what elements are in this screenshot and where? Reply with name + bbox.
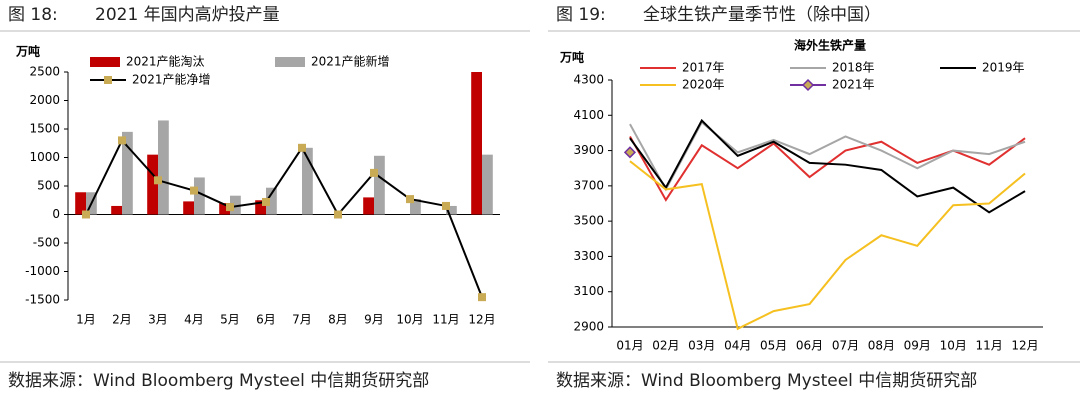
chart-subtitle: 海外生铁产量 (794, 38, 866, 53)
x-tick-label: 03月 (688, 339, 715, 353)
x-tick-label: 09月 (904, 339, 931, 353)
point-marker (406, 195, 414, 204)
y-tick-label: 500 (37, 179, 60, 193)
y-tick-label: 3900 (573, 143, 604, 157)
bar (122, 131, 133, 215)
point-marker (334, 210, 342, 219)
x-tick-label: 01月 (616, 339, 643, 353)
x-tick-label: 12月 (1011, 339, 1038, 353)
y-tick-label: 2900 (573, 320, 604, 334)
bar (410, 199, 421, 215)
chart-title: 全球生铁产量季节性（除中国） (643, 5, 881, 25)
bar (219, 203, 230, 215)
point-marker (442, 201, 450, 210)
figure-number: 图 19: (556, 5, 606, 25)
y-tick-label: 1500 (29, 122, 60, 136)
legend-label: 2021产能淘汰 (126, 55, 205, 69)
y-tick-label: -1000 (25, 264, 60, 278)
x-tick-label: 10月 (396, 313, 423, 327)
bar (302, 147, 313, 215)
x-tick-label: 8月 (328, 313, 348, 327)
y-tick-label: 4100 (573, 108, 604, 122)
y-axis-label: 万吨 (559, 50, 584, 65)
legend-label: 2021年 (832, 78, 875, 92)
point-marker (226, 203, 234, 212)
figure-number: 图 18: (8, 5, 58, 25)
bar (194, 177, 205, 215)
bar (471, 72, 482, 215)
x-tick-label: 06月 (796, 339, 823, 353)
x-tick-label: 11月 (432, 313, 459, 327)
y-tick-label: 2000 (29, 93, 60, 107)
bar (158, 120, 169, 215)
series-line (85, 138, 483, 298)
point-marker (370, 168, 378, 177)
x-tick-label: 08月 (868, 339, 895, 353)
series-line (629, 160, 1026, 331)
bar (147, 154, 158, 215)
y-tick-label: -1500 (25, 293, 60, 307)
x-tick-label: 11月 (975, 339, 1002, 353)
y-axis-label: 万吨 (15, 44, 40, 59)
point-marker (154, 176, 162, 185)
x-tick-label: 04月 (724, 339, 751, 353)
x-tick-label: 02月 (652, 339, 679, 353)
y-tick-label: 4300 (573, 73, 604, 87)
legend-label: 2020年 (682, 78, 725, 92)
x-tick-label: 5月 (220, 313, 240, 327)
legend-swatch (275, 57, 305, 67)
x-tick-label: 2月 (112, 313, 132, 327)
x-tick-label: 12月 (468, 313, 495, 327)
y-tick-label: 3700 (573, 178, 604, 192)
y-tick-label: 3300 (573, 249, 604, 263)
point-marker (118, 136, 126, 145)
y-tick-label: 3500 (573, 214, 604, 228)
point-marker (262, 197, 270, 206)
bar (446, 205, 457, 215)
x-tick-label: 10月 (940, 339, 967, 353)
source-note: 数据来源：Wind Bloomberg Mysteel 中信期货研究部 (8, 371, 429, 391)
point-marker (478, 293, 486, 302)
y-tick-label: -500 (33, 236, 60, 250)
legend-label: 2021产能净增 (132, 73, 211, 87)
y-tick-label: 2500 (29, 65, 60, 79)
point-marker (82, 210, 90, 219)
legend-label: 2019年 (982, 61, 1025, 75)
y-tick-label: 1000 (29, 150, 60, 164)
x-tick-label: 1月 (76, 313, 96, 327)
bar (183, 201, 194, 215)
y-tick-label: 0 (52, 207, 60, 221)
legend-marker (104, 76, 112, 84)
point-marker (298, 143, 306, 152)
x-tick-label: 6月 (256, 313, 276, 327)
source-note: 数据来源：Wind Bloomberg Mysteel 中信期货研究部 (556, 371, 977, 391)
x-tick-label: 05月 (760, 339, 787, 353)
x-tick-label: 9月 (364, 313, 384, 327)
legend-label: 2021产能新增 (311, 54, 390, 69)
x-tick-label: 3月 (148, 313, 168, 327)
point-marker (190, 186, 198, 195)
bar (230, 195, 241, 215)
bar (111, 205, 122, 215)
bar (266, 187, 277, 215)
bar (363, 197, 374, 215)
y-tick-label: 3100 (573, 284, 604, 298)
legend-swatch (90, 57, 120, 67)
x-tick-label: 7月 (292, 313, 312, 327)
x-tick-label: 07月 (832, 339, 859, 353)
bar (255, 200, 266, 215)
x-tick-label: 4月 (184, 313, 204, 327)
bar (374, 155, 385, 215)
bar (482, 154, 493, 215)
legend-label: 2017年 (682, 61, 725, 75)
chart-title: 2021 年国内高炉投产量 (95, 5, 280, 25)
bar (75, 192, 86, 215)
point-marker (623, 146, 637, 159)
legend-marker (801, 78, 815, 92)
series-line (629, 118, 1026, 214)
legend-label: 2018年 (832, 61, 875, 75)
